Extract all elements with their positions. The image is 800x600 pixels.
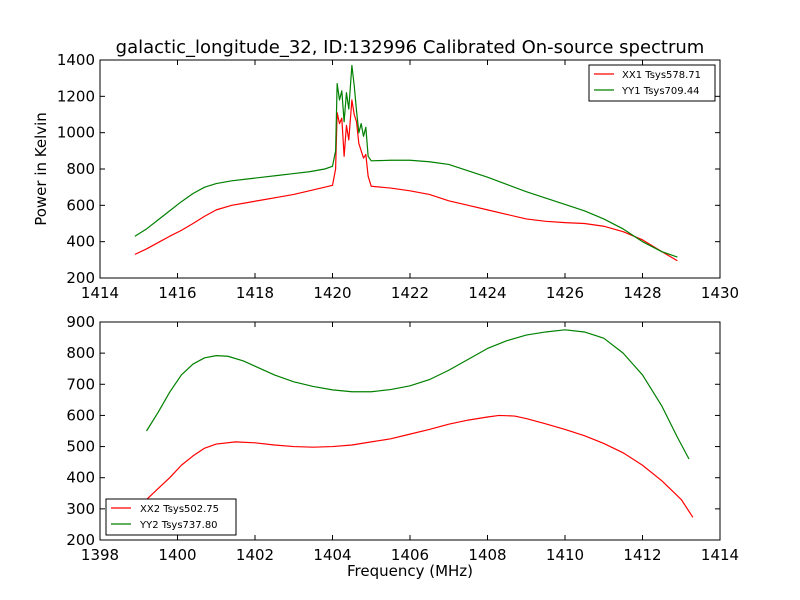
bottom-y-tick-label: 900 <box>66 313 95 331</box>
bottom-panel-series <box>145 329 694 518</box>
top-series-line-1 <box>134 99 678 262</box>
bottom-x-tick-label: 1402 <box>236 546 274 564</box>
bottom-panel: 1398 1400 1402 1404 1406 1408 1410 1412 1414 200 3… <box>66 313 739 580</box>
top-x-tick-label: 1422 <box>391 284 429 302</box>
bottom-panel-legend: XX2 Tsys502.75 YY2 Tsys737.80 <box>105 498 237 536</box>
bottom-x-tick-label: 1404 <box>313 546 351 564</box>
top-panel-legend: XX1 Tsys578.71 YY1 Tsys709.44 <box>588 64 716 102</box>
top-x-tick-label: 1418 <box>236 284 274 302</box>
bottom-series-line-2 <box>145 329 690 460</box>
top-x-tick-label: 1414 <box>81 284 119 302</box>
top-legend-label-yy1: YY1 Tsys709.44 <box>621 86 700 97</box>
top-y-tick-label: 600 <box>66 196 95 214</box>
top-panel: 1414 1416 1418 1420 1422 1424 1426 1428 1430 200 4… <box>32 51 739 302</box>
bottom-panel-ticks: 1398 1400 1402 1404 1406 1408 1410 1412 1414 200 3… <box>66 313 739 564</box>
top-x-tick-label: 1420 <box>313 284 351 302</box>
bottom-x-tick-label: 1406 <box>391 546 429 564</box>
bottom-y-tick-label: 500 <box>66 438 95 456</box>
bottom-x-tick-label: 1412 <box>623 546 661 564</box>
top-legend-box <box>588 64 716 102</box>
top-panel-series <box>134 64 678 262</box>
bottom-x-tick-label: 1408 <box>468 546 506 564</box>
figure-title: galactic_longitude_32, ID:132996 Calibra… <box>116 37 705 58</box>
bottom-legend-label-yy2: YY2 Tsys737.80 <box>139 520 218 531</box>
top-x-tick-label: 1428 <box>623 284 661 302</box>
top-x-tick-label: 1426 <box>546 284 584 302</box>
bottom-y-tick-label: 200 <box>66 531 95 549</box>
top-panel-ticks: 1414 1416 1418 1420 1422 1424 1426 1428 1430 200 4… <box>57 51 739 302</box>
top-x-tick-label: 1416 <box>158 284 196 302</box>
top-y-tick-label: 1200 <box>57 87 95 105</box>
bottom-y-tick-label: 400 <box>66 469 95 487</box>
top-y-tick-label: 1000 <box>57 124 95 142</box>
bottom-series-line-1 <box>146 414 694 518</box>
top-y-tick-label: 400 <box>66 233 95 251</box>
bottom-y-tick-label: 600 <box>66 406 95 424</box>
bottom-panel-xlabel: Frequency (MHz) <box>347 562 473 580</box>
bottom-x-tick-label: 1398 <box>81 546 119 564</box>
bottom-x-tick-label: 1400 <box>158 546 196 564</box>
bottom-x-tick-label: 1414 <box>701 546 739 564</box>
top-y-tick-label: 200 <box>66 269 95 287</box>
top-x-tick-label: 1430 <box>701 284 739 302</box>
top-series-line-2 <box>134 64 678 258</box>
bottom-legend-box <box>105 498 237 536</box>
bottom-y-tick-label: 300 <box>66 500 95 518</box>
bottom-y-tick-label: 800 <box>66 344 95 362</box>
top-y-tick-label: 800 <box>66 160 95 178</box>
bottom-x-tick-label: 1410 <box>546 546 584 564</box>
top-legend-label-xx1: XX1 Tsys578.71 <box>622 70 701 81</box>
top-y-tick-label: 1400 <box>57 51 95 69</box>
bottom-y-tick-label: 700 <box>66 375 95 393</box>
bottom-legend-label-xx2: XX2 Tsys502.75 <box>140 504 219 515</box>
top-x-tick-label: 1424 <box>468 284 506 302</box>
top-panel-ylabel: Power in Kelvin <box>32 112 50 226</box>
